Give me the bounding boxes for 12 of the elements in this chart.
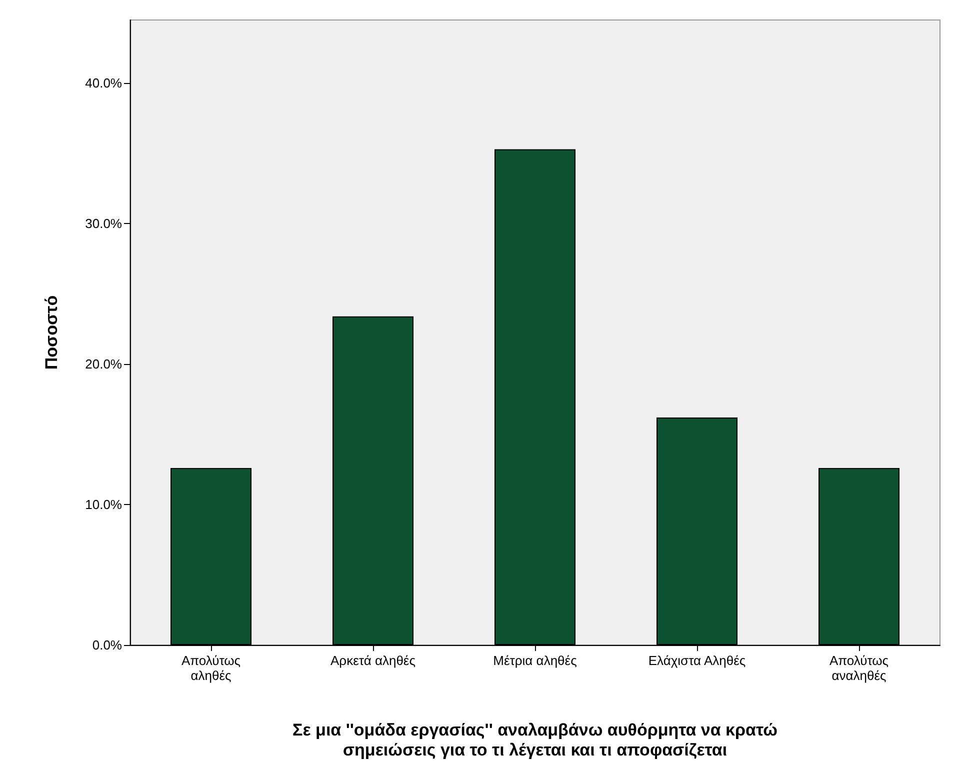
- y-tick-label: 20.0%: [85, 356, 122, 372]
- y-tick-label: 0.0%: [92, 638, 122, 652]
- y-tick-label: 10.0%: [85, 497, 122, 512]
- y-tick-label: 30.0%: [85, 216, 122, 232]
- x-axis-title: Σε μια ''ομάδα εργασίας'' αναλαμβάνω αυθόρμητα να κρατώ σημειώσεις για το τι λέγεται και τι αποφασίζεται: [292, 720, 778, 760]
- x-tick-label: Ελάχιστα Αληθές: [648, 653, 746, 668]
- x-tick-label: Απολύτως αληθές: [181, 653, 241, 683]
- y-tick-label: 40.0%: [85, 76, 122, 91]
- x-tick-label: Αρκετά αληθές: [330, 653, 416, 668]
- x-tick-label: Απολύτως αναληθές: [829, 653, 889, 683]
- y-axis-title: Ποσοστό: [42, 295, 61, 370]
- x-tick-label: Μέτρια αληθές: [493, 653, 577, 668]
